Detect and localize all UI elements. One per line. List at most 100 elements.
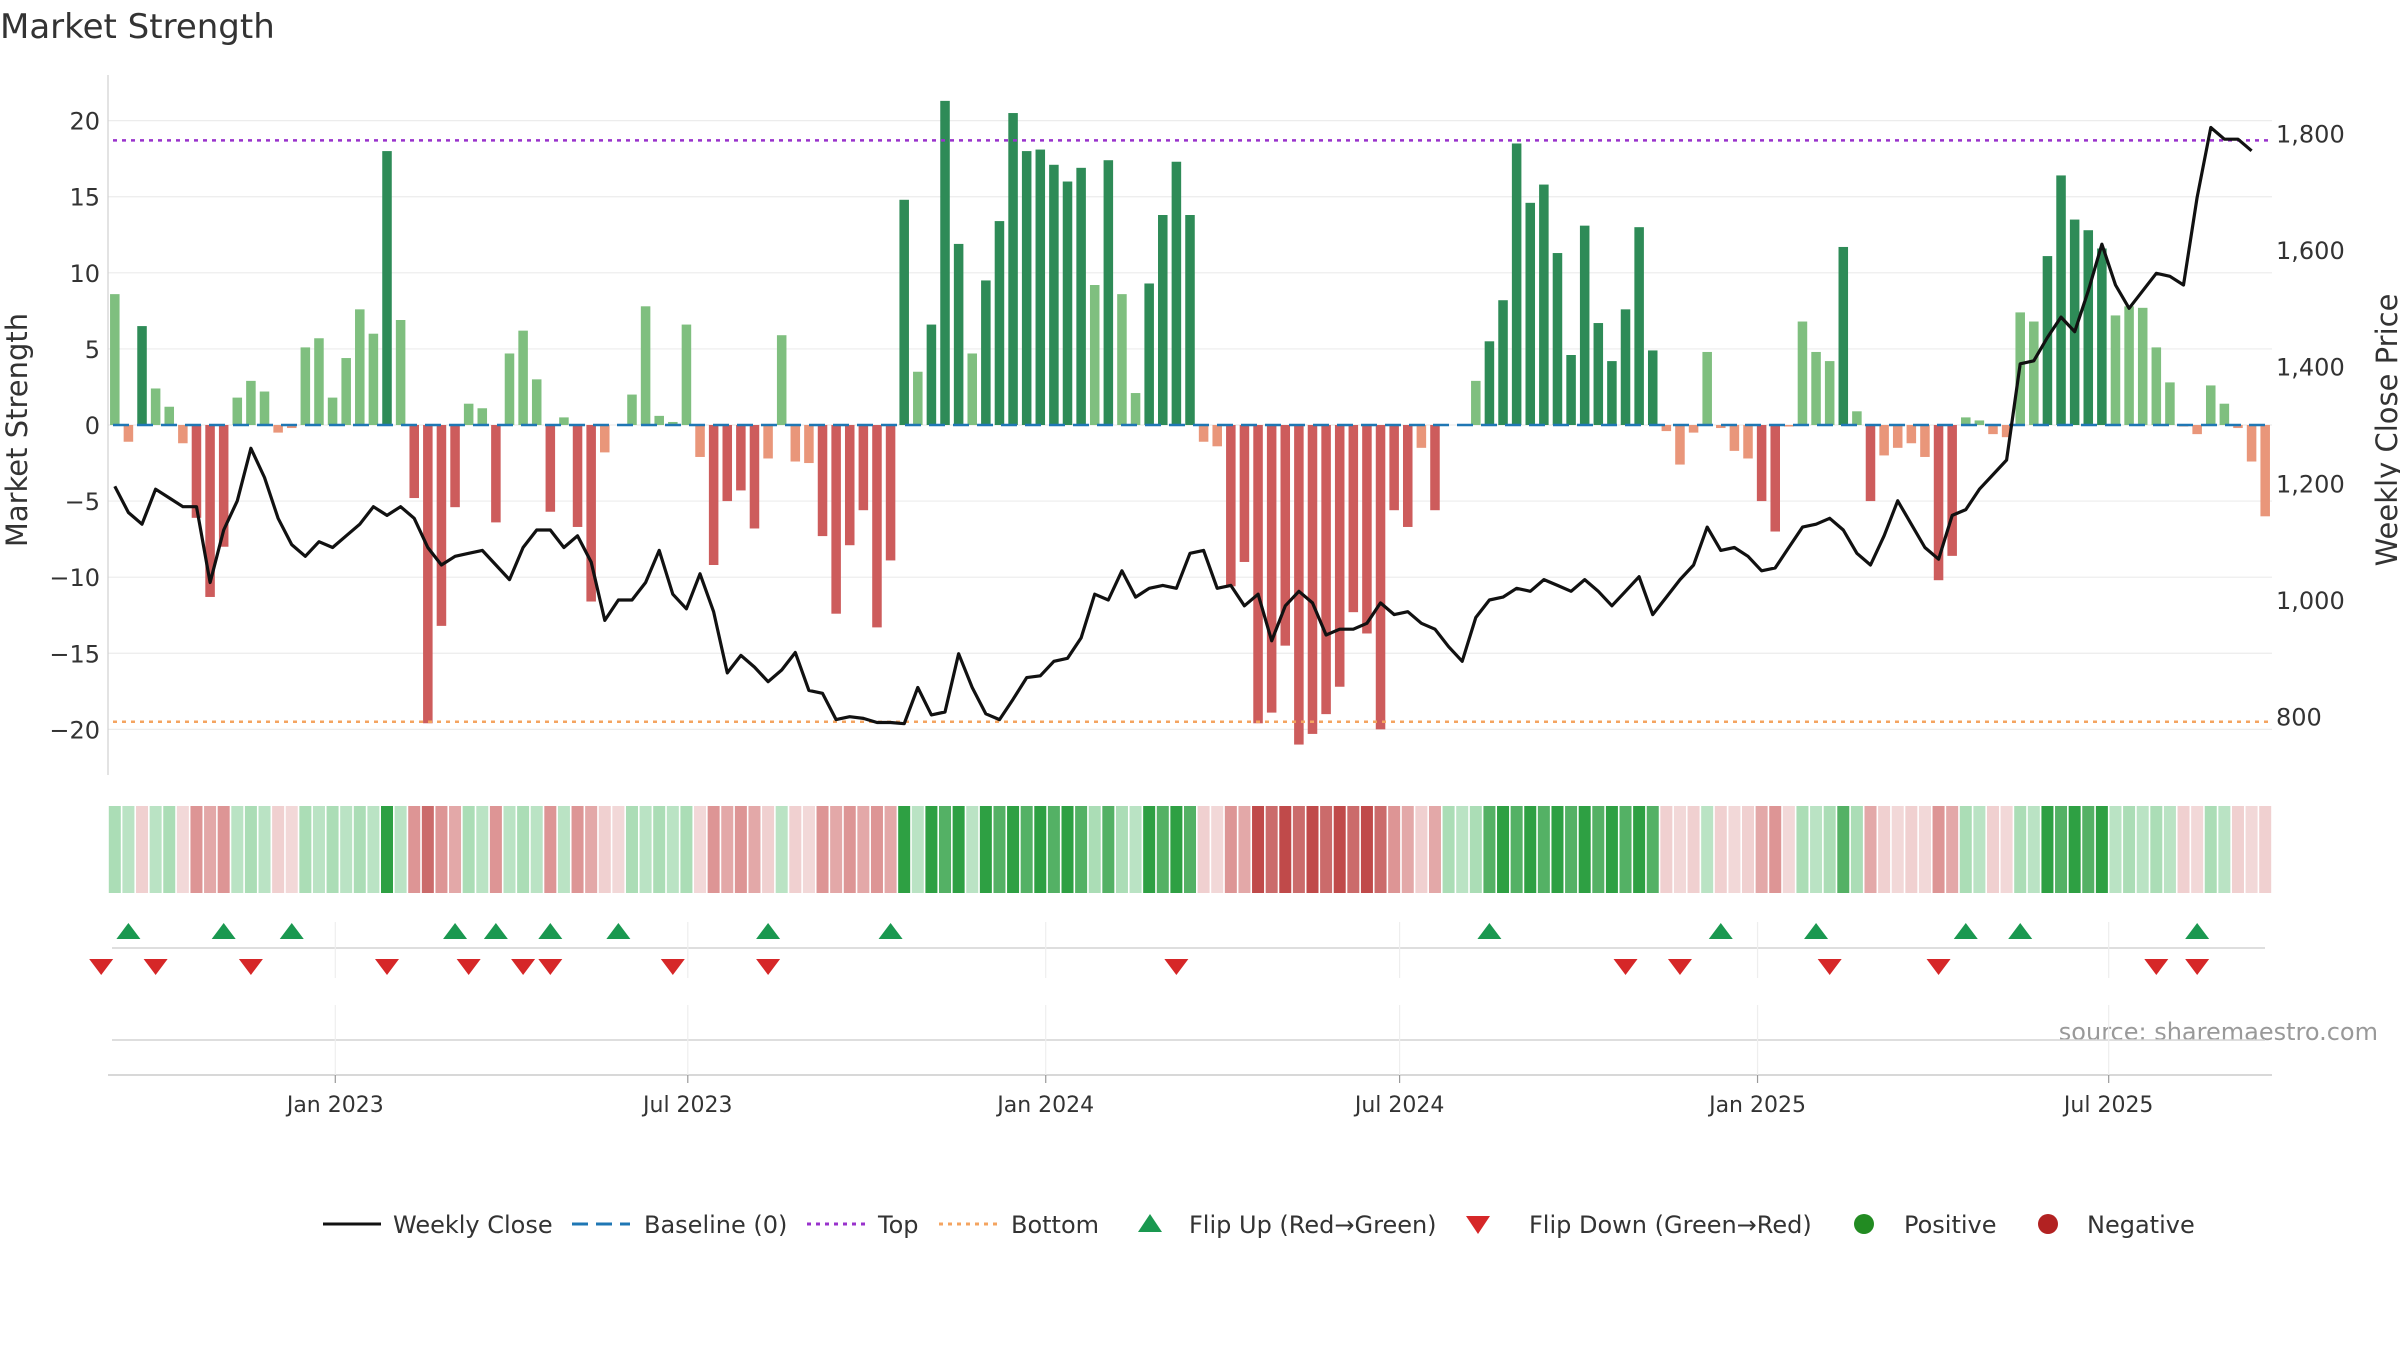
regime-cell	[1442, 806, 1455, 893]
x-tick-label: Jan 2025	[1707, 1093, 1806, 1118]
regime-cell	[1102, 806, 1115, 893]
strength-bar	[1988, 425, 1998, 435]
regime-cell	[1197, 806, 1210, 893]
regime-cell	[2245, 806, 2258, 893]
regime-cell	[2259, 806, 2272, 893]
strength-bar	[722, 425, 733, 502]
strength-bar	[1607, 361, 1617, 425]
regime-cell	[2163, 806, 2176, 893]
regime-cell	[1619, 806, 1632, 893]
regime-cell	[1605, 806, 1618, 893]
strength-bar	[899, 199, 909, 425]
legend-positive-icon	[1854, 1214, 1874, 1234]
strength-bar	[1049, 164, 1059, 426]
strength-bar	[2137, 307, 2148, 425]
y2-tick-label: 1,200	[2276, 470, 2345, 498]
regime-cell	[612, 806, 625, 893]
regime-cell	[1075, 806, 1088, 893]
regime-cell	[1183, 806, 1197, 893]
regime-cell	[1755, 806, 1768, 893]
strength-bar	[708, 425, 719, 565]
regime-cell	[1673, 806, 1686, 893]
regime-cell	[1864, 806, 1877, 893]
strength-bar	[831, 425, 841, 614]
flip-up-marker	[443, 923, 468, 939]
flip-down-marker	[756, 959, 781, 975]
regime-cell	[2191, 806, 2204, 893]
strength-bar	[1334, 425, 1345, 687]
regime-heat-strip	[108, 806, 2272, 893]
regime-cell	[381, 806, 394, 893]
strength-bar	[123, 425, 134, 442]
regime-cell	[1782, 806, 1795, 893]
strength-bar	[395, 320, 406, 425]
y2-axis-label: Weekly Close Price	[2370, 294, 2400, 567]
strength-bar	[1974, 420, 1985, 425]
strength-bar	[1702, 351, 1712, 425]
strength-bar	[2260, 425, 2270, 517]
strength-bar	[1266, 425, 1277, 713]
strength-bar	[1321, 425, 1331, 715]
regime-cell	[421, 806, 434, 893]
regime-cell	[1701, 806, 1714, 893]
strength-bar	[2165, 382, 2175, 425]
strength-bar	[763, 425, 773, 459]
strength-bar	[1879, 425, 1889, 456]
regime-cell	[1360, 806, 1373, 893]
regime-cell	[721, 806, 734, 893]
strength-bar	[1375, 425, 1386, 730]
regime-cell	[1129, 806, 1142, 893]
regime-cell	[2082, 806, 2095, 893]
strength-bar	[2056, 175, 2066, 425]
strength-bar	[1171, 161, 1182, 425]
strength-bars	[110, 100, 2270, 745]
flip-up-marker	[279, 923, 304, 939]
regime-cell	[1292, 806, 1305, 893]
regime-cell	[1551, 806, 1564, 893]
regime-cell	[2123, 806, 2136, 893]
regime-cell	[1810, 806, 1823, 893]
regime-cell	[2136, 806, 2149, 893]
y2-tick-label: 1,000	[2276, 587, 2345, 615]
strength-bar	[1008, 113, 1018, 425]
flip-down-marker	[238, 959, 263, 975]
regime-cell	[1524, 806, 1537, 893]
regime-cell	[870, 806, 883, 893]
strength-bar	[1566, 355, 1576, 425]
strength-bar	[1716, 425, 1726, 429]
strength-bar	[531, 379, 542, 425]
regime-cell	[925, 806, 938, 893]
strength-bar	[1103, 160, 1114, 425]
regime-cell	[707, 806, 720, 893]
y-tick-label: −15	[49, 640, 100, 668]
regime-cell	[2204, 806, 2217, 893]
strength-bar	[1035, 149, 1046, 425]
regime-cell	[2027, 806, 2040, 893]
y-tick-label: 20	[69, 108, 100, 136]
regime-cell	[979, 806, 992, 893]
regime-cell	[408, 806, 421, 893]
regime-cell	[694, 806, 707, 893]
regime-cell	[1374, 806, 1387, 893]
regime-cell	[1769, 806, 1782, 893]
strength-bar	[164, 406, 175, 425]
regime-cell	[1837, 806, 1850, 893]
regime-cell	[190, 806, 203, 893]
regime-cell	[1224, 806, 1237, 893]
strength-bar	[286, 425, 297, 429]
regime-cell	[272, 806, 285, 893]
regime-cell	[503, 806, 516, 893]
regime-cell	[1252, 806, 1265, 893]
regime-cell	[1143, 806, 1156, 893]
strength-bar	[1212, 425, 1222, 447]
strength-bar	[872, 425, 882, 628]
regime-cell	[1088, 806, 1101, 893]
flip-down-marker	[538, 959, 563, 975]
strength-bar	[477, 408, 488, 425]
source-label: source: sharemaestro.com	[2059, 1018, 2378, 1046]
regime-cell	[258, 806, 271, 893]
regime-cell	[857, 806, 870, 893]
strength-bar	[926, 324, 937, 425]
regime-cell	[2177, 806, 2190, 893]
regime-cell	[1265, 806, 1278, 893]
